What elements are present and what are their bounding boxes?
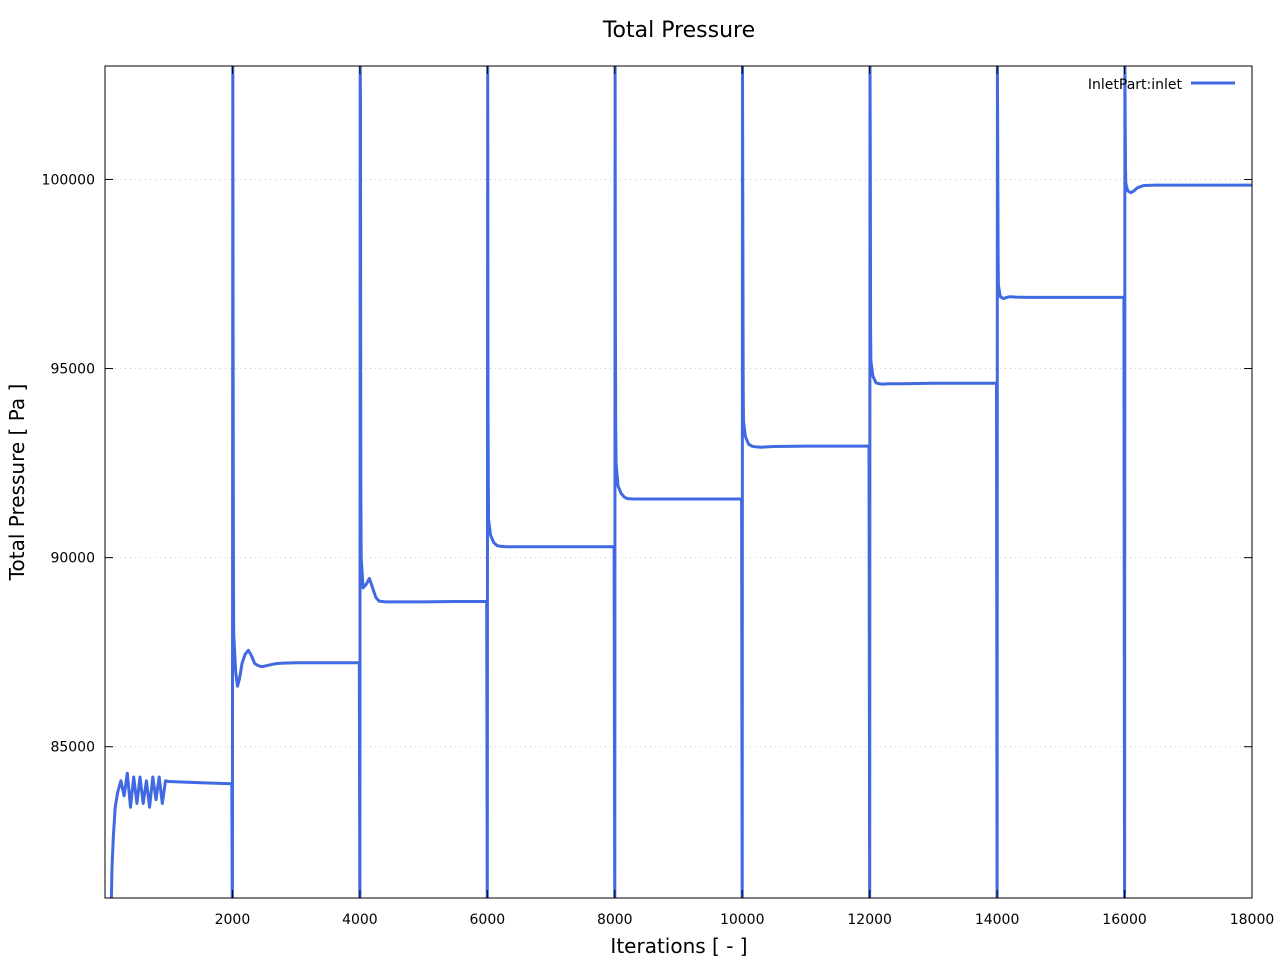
y-tick-label: 95000 xyxy=(50,362,95,378)
legend: InletPart:inlet xyxy=(1088,77,1235,93)
x-tick-label: 10000 xyxy=(720,912,765,928)
x-tick-label: 4000 xyxy=(342,912,378,928)
x-tick-label: 6000 xyxy=(470,912,506,928)
x-axis-label: Iterations [ - ] xyxy=(610,934,747,958)
axis-ticks: 85000 90000 95000 100000 2000 4000 6000 8000 100… xyxy=(42,66,1275,928)
legend-label: InletPart:inlet xyxy=(1088,77,1183,93)
y-tick-label: 85000 xyxy=(50,740,95,756)
series-layer xyxy=(109,66,1252,898)
y-axis-label: Total Pressure [ Pa ] xyxy=(5,384,29,582)
y-tick-label: 100000 xyxy=(42,172,95,188)
x-tick-label: 12000 xyxy=(847,912,892,928)
plot-frame xyxy=(104,65,1253,899)
x-tick-label: 8000 xyxy=(597,912,633,928)
series-line xyxy=(109,66,1252,898)
x-tick-label: 2000 xyxy=(215,912,251,928)
chart-title: Total Pressure xyxy=(602,18,755,43)
y-tick-label: 90000 xyxy=(50,551,95,567)
x-tick-label: 18000 xyxy=(1230,912,1275,928)
grid-lines xyxy=(105,178,1252,748)
x-tick-label: 16000 xyxy=(1102,912,1147,928)
x-tick-label: 14000 xyxy=(975,912,1020,928)
